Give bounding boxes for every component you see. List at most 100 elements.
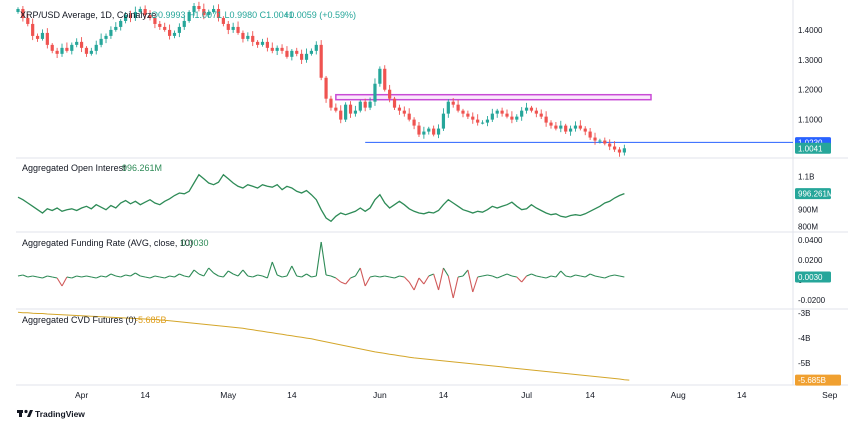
- candle: [128, 10, 133, 23]
- funding-segment: [42, 275, 48, 279]
- candle: [392, 96, 397, 111]
- funding-segment: [462, 269, 469, 277]
- funding-segment: [423, 275, 430, 285]
- candle: [378, 66, 382, 87]
- funding-segment: [188, 269, 195, 278]
- funding-segment: [447, 275, 454, 299]
- funding-segment: [266, 261, 273, 279]
- funding-segment: [96, 275, 102, 279]
- cvd-line: [17, 311, 630, 381]
- candle: [603, 137, 607, 146]
- funding-segment: [389, 276, 395, 279]
- funding-segment: [120, 274, 126, 278]
- candle: [524, 102, 529, 114]
- price-legend-change: +0.0059 (+0.59%): [284, 10, 356, 20]
- open-interest-pane: 1.1B 900M 800M 996.261M Aggregated Open In…: [17, 163, 834, 231]
- candle: [187, 10, 191, 23]
- funding-segment: [140, 275, 146, 278]
- funding-segment: [516, 276, 523, 283]
- funding-segment: [276, 274, 283, 278]
- funding-segment: [452, 276, 459, 299]
- candle: [256, 40, 260, 48]
- value-tag-label: -5.685B: [798, 376, 826, 385]
- candle: [270, 42, 274, 54]
- funding-segment: [350, 275, 356, 279]
- candle: [285, 46, 289, 59]
- funding-segment: [438, 267, 444, 291]
- candle: [515, 114, 519, 123]
- candle: [65, 42, 69, 53]
- funding-segment: [545, 275, 552, 279]
- funding-segment: [61, 276, 68, 287]
- value-tag-label: 996.261M: [798, 190, 834, 199]
- price-axis-ticks: 1.4000 1.3000 1.2000 1.1000: [798, 26, 823, 125]
- candle: [84, 46, 89, 57]
- funding-segment: [66, 276, 72, 279]
- price-legend-ohlc: O0.9993 H1.0071 L0.9980 C1.0041: [151, 10, 294, 20]
- funding-segment: [354, 267, 361, 277]
- candle: [314, 41, 318, 55]
- candle: [182, 16, 186, 30]
- funding-segment: [335, 277, 342, 283]
- funding-segment: [71, 275, 77, 279]
- candle: [290, 49, 294, 61]
- time-axis-label: Apr: [75, 390, 88, 400]
- funding-segment: [589, 273, 596, 277]
- cvd-current-value: -5.685B: [135, 315, 167, 325]
- candle: [212, 5, 216, 14]
- funding-segment: [101, 275, 107, 278]
- candle: [280, 44, 284, 54]
- candle: [480, 120, 485, 125]
- funding-segment: [442, 267, 449, 277]
- candle: [246, 32, 250, 42]
- candle: [495, 108, 499, 118]
- funding-segment: [252, 274, 258, 278]
- axis-tick-label: -0.0200: [798, 296, 826, 305]
- candle: [221, 16, 225, 27]
- funding-segment: [418, 277, 425, 285]
- funding-segment: [325, 274, 332, 277]
- time-axis-label: May: [220, 390, 237, 400]
- funding-segment: [374, 275, 380, 278]
- candle: [583, 126, 587, 136]
- funding-segment: [560, 270, 567, 277]
- candle: [99, 33, 103, 48]
- candle: [407, 108, 411, 122]
- candle: [26, 13, 30, 27]
- open-interest-value-tags: 996.261M: [795, 188, 834, 200]
- candle: [158, 20, 162, 30]
- tradingview-logo-icon: [17, 409, 33, 417]
- candle: [31, 18, 35, 41]
- funding-segment: [531, 273, 537, 277]
- funding-segment: [609, 274, 615, 277]
- funding-segment: [575, 274, 581, 277]
- funding-segment: [130, 272, 136, 277]
- candles: [16, 1, 626, 157]
- axis-tick-label: 1.1000: [798, 116, 823, 125]
- candle: [104, 33, 108, 44]
- time-axis-label: Jul: [521, 390, 532, 400]
- funding-segment: [154, 275, 160, 278]
- candle: [383, 65, 387, 92]
- funding-segment: [76, 275, 82, 278]
- funding-segment: [384, 275, 390, 278]
- funding-segment: [359, 267, 366, 287]
- funding-segment: [179, 273, 185, 277]
- funding-segment: [433, 273, 440, 291]
- candle: [422, 126, 426, 139]
- funding-segment: [497, 275, 503, 279]
- candle: [622, 144, 626, 156]
- candle: [544, 111, 548, 127]
- funding-segment: [584, 273, 591, 278]
- funding-segment: [247, 275, 253, 278]
- candle: [177, 23, 181, 38]
- candle: [510, 111, 514, 124]
- funding-segment: [477, 275, 483, 278]
- candle: [568, 125, 573, 136]
- candle: [16, 7, 20, 14]
- funding-segment: [408, 281, 415, 291]
- tradingview-logo: TradingView: [17, 409, 85, 419]
- funding-segment: [482, 274, 488, 277]
- funding-segment: [198, 273, 205, 277]
